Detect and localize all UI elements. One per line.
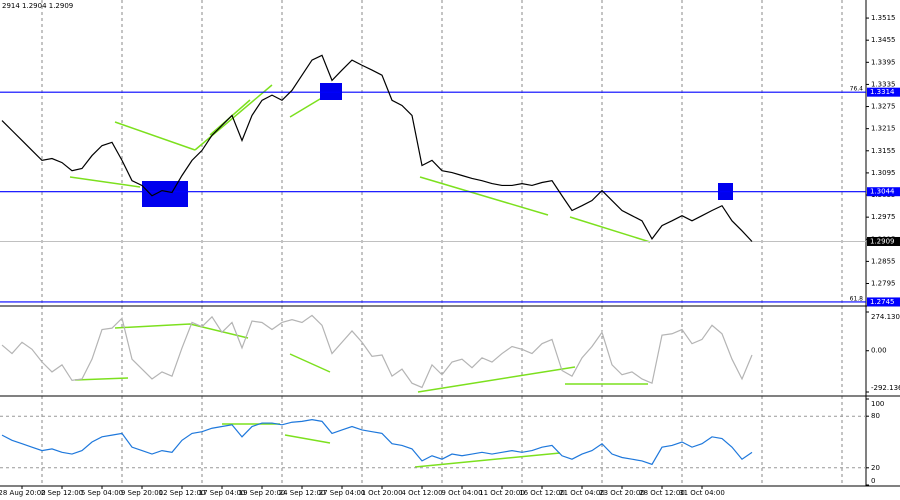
level-name: 76.4 (850, 86, 864, 93)
trend-line (194, 84, 273, 151)
x-tick-label: 17 Sep 04:00 (199, 489, 246, 497)
x-tick-label: 9 Sep 20:00 (121, 489, 163, 497)
trend-line (419, 176, 549, 216)
y-tick-label: 1.3515 (871, 14, 896, 22)
trend-line (289, 353, 331, 373)
x-tick-label: 12 Sep 12:00 (159, 489, 206, 497)
x-tick-label: 21 Oct 04:00 (559, 489, 605, 497)
y-tick-label: 20 (871, 464, 880, 472)
y-tick-label: 0 (871, 477, 875, 485)
trend-line (414, 452, 561, 468)
x-tick-label: 31 Oct 04:00 (679, 489, 725, 497)
y-tick-label: -292.136 (871, 384, 900, 392)
y-tick-label: 1.3395 (871, 58, 896, 66)
trend-line (417, 366, 576, 393)
trend-lines (69, 84, 651, 468)
y-tick-label: 1.3155 (871, 147, 896, 155)
last-price-tag (867, 236, 900, 246)
zone (320, 83, 342, 100)
y-tick-label: 1.2975 (871, 213, 896, 221)
trend-line (569, 216, 651, 243)
x-tick-label: 28 Aug 20:00 (0, 489, 46, 497)
trend-line (69, 176, 141, 188)
x-tick-label: 5 Sep 04:00 (81, 489, 123, 497)
level-name: 61.8 (850, 295, 864, 302)
x-tick-label: 4 Oct 12:00 (401, 489, 442, 497)
x-tick-label: 24 Sep 12:00 (279, 489, 326, 497)
level-label: 1.2745 (870, 298, 895, 306)
x-tick-label: 11 Oct 20:00 (479, 489, 525, 497)
x-tick-label: 27 Sep 04:00 (319, 489, 366, 497)
series-line (1, 54, 753, 242)
x-tick-label: 2 Sep 12:00 (41, 489, 83, 497)
series-line (1, 314, 753, 389)
y-tick-label: 1.3275 (871, 103, 896, 111)
y-tick-label: 1.2795 (871, 280, 896, 288)
y-tick-label: 1.3455 (871, 36, 896, 44)
trend-line (284, 434, 331, 444)
level-label: 1.3314 (870, 88, 895, 96)
y-tick-label: 80 (871, 412, 880, 420)
trend-line (114, 323, 249, 339)
y-tick-label: 100 (871, 400, 884, 408)
level-tag (867, 87, 900, 97)
x-tick-label: 1 Oct 20:00 (361, 489, 402, 497)
level-tag (867, 297, 900, 307)
zone (142, 181, 188, 207)
level-label: 1.3044 (870, 188, 895, 196)
x-tick-label: 28 Oct 12:00 (639, 489, 685, 497)
y-tick-label: 1.3095 (871, 169, 896, 177)
header: 2914 1.2904 1.2909 (2, 2, 73, 10)
y-tick-label: 1.3335 (871, 80, 896, 88)
y-tick-label: 1.2855 (871, 257, 896, 265)
trend-line (114, 121, 196, 151)
series-line (1, 419, 753, 466)
zones (142, 83, 733, 207)
y-tick-label: 1.3215 (871, 125, 896, 133)
x-tick-label: 19 Sep 20:00 (239, 489, 286, 497)
x-tick-label: 9 Oct 04:00 (441, 489, 482, 497)
y-tick-label: 0.00 (871, 347, 887, 355)
trend-line (74, 377, 129, 381)
y-tick-label: 274.1308 (871, 313, 900, 321)
x-tick-label: 16 Oct 12:00 (519, 489, 565, 497)
level-tag (867, 187, 900, 197)
last-price-label: 1.2909 (870, 237, 895, 245)
x-tick-label: 23 Oct 20:00 (599, 489, 645, 497)
